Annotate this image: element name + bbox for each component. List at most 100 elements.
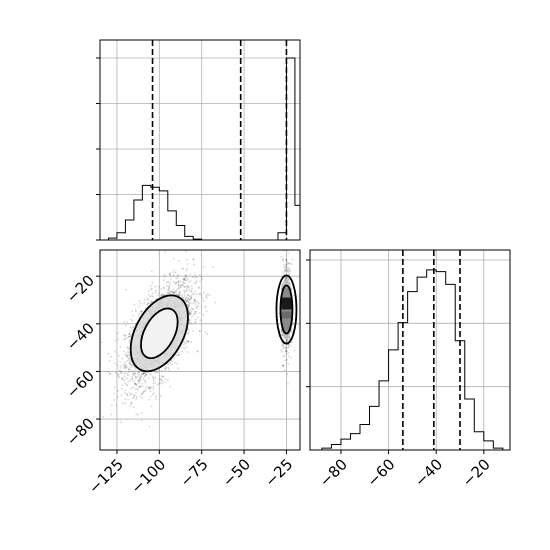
- contour-inner-main: [140, 307, 179, 360]
- scatter-point: [150, 373, 152, 376]
- scatter-point: [137, 375, 139, 378]
- scatter-point: [180, 284, 182, 287]
- scatter-point: [199, 330, 201, 333]
- scatter-point: [163, 381, 166, 383]
- scatter-point: [132, 373, 134, 376]
- scatter-point: [117, 338, 120, 340]
- scatter-point: [134, 369, 137, 372]
- scatter-point: [147, 298, 149, 301]
- scatter-point: [145, 385, 148, 388]
- scatter-point: [200, 275, 202, 278]
- scatter-point: [160, 369, 163, 372]
- scatter-point: [284, 265, 287, 268]
- scatter-point: [157, 286, 160, 288]
- scatter-point: [189, 310, 192, 313]
- scatter-point: [120, 388, 123, 390]
- scatter-point: [135, 383, 138, 386]
- scatter-point: [185, 342, 188, 345]
- scatter-point: [124, 367, 127, 370]
- scatter-point: [150, 386, 153, 388]
- scatter-point: [168, 285, 170, 288]
- scatter-point: [141, 419, 143, 422]
- scatter-point: [152, 382, 155, 385]
- scatter-point: [194, 290, 197, 293]
- scatter-point: [287, 273, 290, 275]
- scatter-point: [190, 290, 193, 293]
- scatter-point: [291, 331, 294, 334]
- scatter-point: [145, 373, 148, 376]
- scatter-point: [285, 350, 287, 352]
- scatter-point: [198, 302, 201, 305]
- scatter-point: [127, 398, 129, 401]
- scatter-point: [149, 295, 152, 298]
- scatter-point: [176, 277, 179, 279]
- scatter-point: [116, 364, 119, 367]
- scatter-point: [129, 369, 132, 372]
- scatter-point: [291, 258, 294, 261]
- scatter-point: [143, 372, 145, 375]
- scatter-point: [186, 299, 189, 302]
- scatter-point: [185, 301, 188, 303]
- scatter-point: [132, 372, 135, 375]
- scatter-point: [288, 338, 291, 340]
- scatter-point: [199, 319, 202, 322]
- scatter-point: [121, 377, 123, 379]
- scatter-point: [139, 395, 142, 398]
- scatter-point: [135, 392, 137, 394]
- scatter-point: [171, 291, 174, 294]
- scatter-point: [190, 296, 193, 299]
- scatter-point: [151, 292, 154, 295]
- scatter-point: [177, 354, 180, 356]
- scatter-point: [138, 379, 141, 382]
- scatter-point: [142, 372, 145, 374]
- scatter-point: [165, 281, 168, 284]
- scatter-point: [188, 319, 191, 321]
- scatter-point: [128, 359, 131, 362]
- scatter-point: [127, 368, 130, 371]
- scatter-point: [129, 334, 132, 337]
- scatter-point: [142, 373, 145, 376]
- scatter-point: [177, 282, 179, 285]
- scatter-point: [183, 295, 186, 297]
- scatter-point: [147, 376, 150, 379]
- scatter-point: [134, 383, 136, 385]
- scatter-point: [142, 372, 145, 375]
- scatter-point: [127, 380, 130, 383]
- scatter-point: [286, 269, 289, 272]
- scatter-point: [150, 285, 153, 287]
- axes-frame-bottom-left: [99, 249, 301, 451]
- scatter-point: [146, 303, 149, 305]
- scatter-point: [179, 292, 182, 295]
- scatter-point: [132, 374, 135, 377]
- scatter-point: [186, 285, 189, 287]
- scatter-point: [186, 340, 189, 343]
- scatter-point: [196, 305, 199, 308]
- scatter-point: [178, 281, 180, 284]
- scatter-point: [181, 283, 183, 286]
- yticks-bottom-right: [306, 259, 310, 388]
- scatter-point: [173, 291, 176, 294]
- scatter-point: [126, 384, 129, 387]
- scatter-point: [131, 378, 134, 380]
- scatter-point: [135, 396, 138, 399]
- scatter-point: [135, 383, 137, 385]
- scatter-point: [128, 363, 131, 365]
- scatter-point: [284, 347, 286, 349]
- scatter-point: [132, 314, 135, 317]
- scatter-point: [107, 371, 110, 374]
- scatter-point: [136, 387, 138, 390]
- scatter-point: [198, 292, 201, 295]
- scatter-point: [129, 404, 132, 407]
- scatter-point: [139, 378, 142, 381]
- scatter-point: [169, 290, 172, 292]
- scatter-point: [177, 287, 180, 290]
- scatter-point: [182, 279, 185, 281]
- scatter-point: [152, 380, 155, 383]
- scatter-point: [127, 374, 129, 377]
- scatter-point: [123, 334, 125, 337]
- scatter-point: [123, 372, 125, 375]
- scatter-point: [175, 293, 178, 296]
- scatter-point: [137, 382, 140, 384]
- scatter-point: [134, 308, 137, 311]
- scatter-point: [284, 277, 287, 280]
